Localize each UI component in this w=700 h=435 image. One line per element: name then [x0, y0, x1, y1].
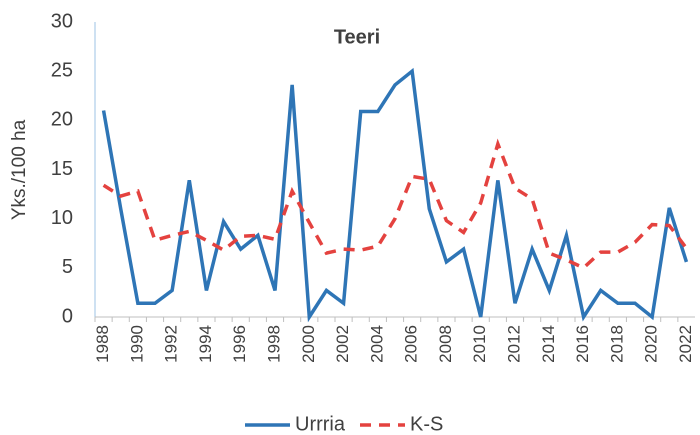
x-tick-label: 2020 [642, 325, 661, 363]
x-tick-label: 2022 [676, 325, 695, 363]
y-tick-label: 30 [51, 10, 73, 32]
x-tick-label: 2000 [299, 325, 318, 363]
x-tick-label: 2006 [402, 325, 421, 363]
x-tick-label: 1988 [93, 325, 112, 363]
y-tick-label: 0 [62, 305, 73, 327]
series-line [102, 138, 688, 270]
chart-title: Teeri [334, 26, 380, 48]
x-tick-label: 2002 [333, 325, 352, 363]
y-tick-label: 25 [51, 59, 73, 81]
y-tick-label: 20 [51, 109, 73, 131]
x-tick-label: 1990 [127, 325, 146, 363]
x-tick-label: 2012 [504, 325, 523, 363]
x-tick-label: 2018 [607, 325, 626, 363]
y-tick-label: 10 [51, 207, 73, 229]
y-tick-label: 5 [62, 256, 73, 278]
legend-label: K-S [410, 413, 443, 435]
x-tick-label: 1994 [196, 325, 215, 363]
x-tick-label: 1992 [162, 325, 181, 363]
series-line [101, 67, 689, 323]
x-tick-label: 2008 [436, 325, 455, 363]
x-tick-label: 1998 [264, 325, 283, 363]
x-tick-label: 1996 [230, 325, 249, 363]
x-tick-label: 2004 [367, 325, 386, 363]
y-tick-label: 15 [51, 158, 73, 180]
legend-label: Urrria [295, 413, 346, 435]
y-axis-title: Yks./100 ha [9, 119, 30, 220]
x-tick-label: 2010 [470, 325, 489, 363]
x-tick-label: 2014 [539, 325, 558, 363]
x-tick-label: 2016 [573, 325, 592, 363]
